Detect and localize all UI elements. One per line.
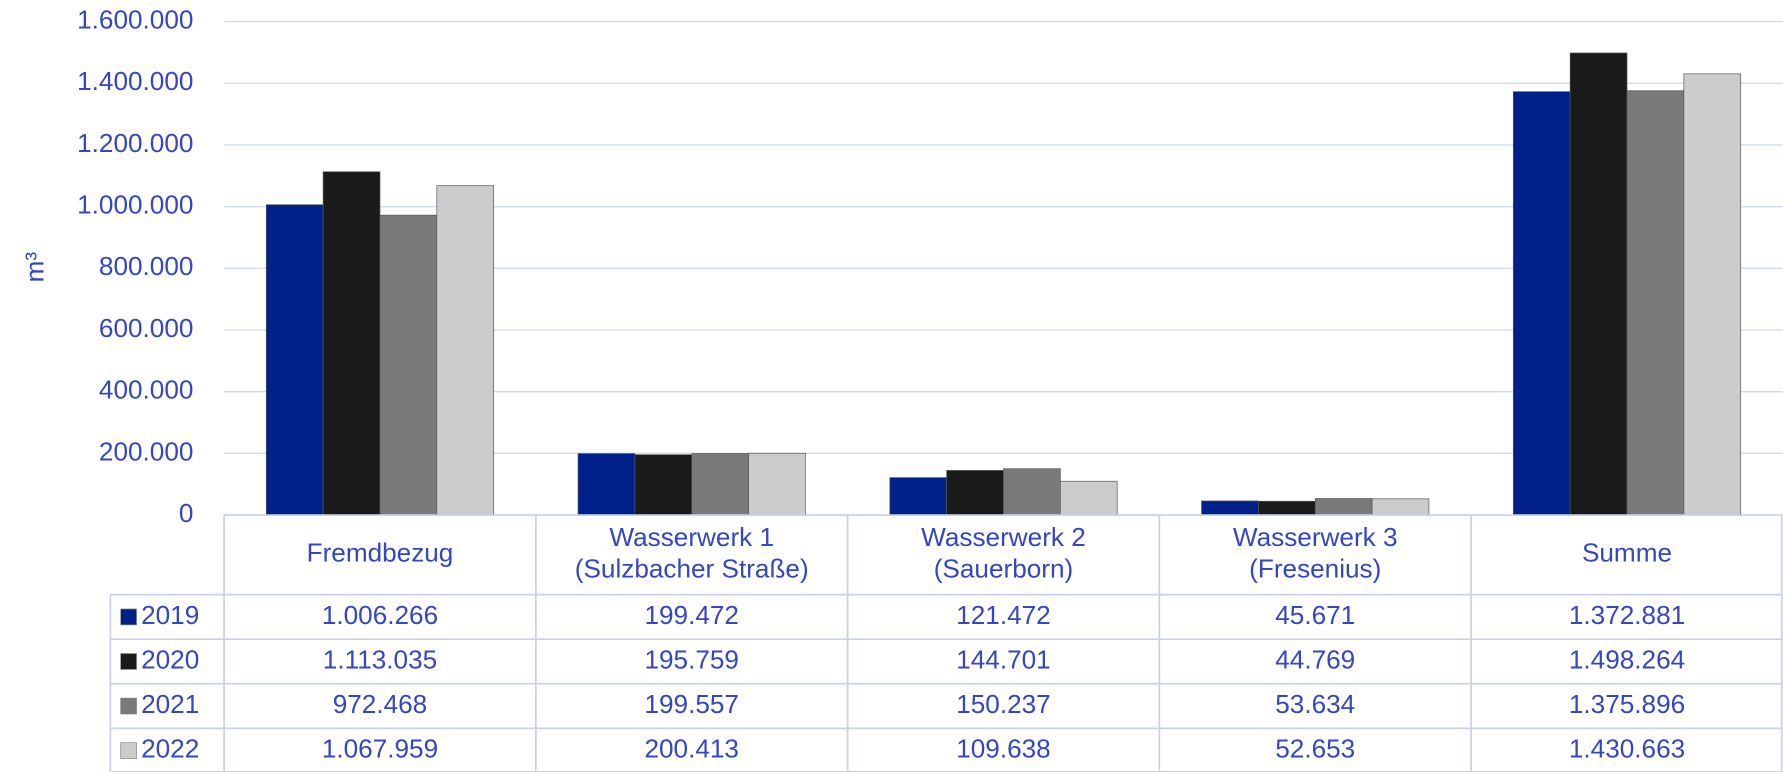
table-value: 52.653: [1275, 734, 1355, 764]
table-value: 121.472: [956, 600, 1051, 630]
y-tick-label: 1.200.000: [77, 128, 193, 158]
legend-swatch: [120, 697, 137, 715]
legend-swatch: [120, 653, 137, 670]
y-axis-label: m³: [19, 252, 49, 283]
bar: [1569, 52, 1628, 516]
x-tick-label: Summe: [1582, 538, 1672, 568]
table-value: 200.413: [644, 734, 738, 764]
bar: [1258, 500, 1316, 516]
table-value: 150.237: [956, 689, 1051, 719]
y-tick-label: 1.000.000: [77, 190, 193, 220]
bar: [634, 454, 693, 516]
bar: [265, 204, 324, 516]
y-tick-label: 200.000: [99, 436, 194, 466]
y-tick-label: 800.000: [99, 251, 194, 281]
y-tick-label: 600.000: [99, 313, 194, 343]
table-value: 199.557: [644, 689, 738, 719]
bar: [748, 452, 806, 516]
bar: [322, 171, 381, 516]
table-value: 1.006.266: [322, 600, 438, 630]
table-value: 1.067.959: [322, 734, 438, 764]
y-tick-label: 1.400.000: [77, 66, 193, 96]
bar: [1201, 500, 1259, 516]
table-value: 53.634: [1275, 689, 1355, 719]
bar: [946, 470, 1004, 516]
table-value: 972.468: [333, 689, 428, 719]
table-value: 1.430.663: [1569, 734, 1685, 764]
bar: [1626, 90, 1685, 516]
x-tick-label: Fremdbezug: [307, 538, 454, 568]
bar: [577, 453, 636, 516]
x-tick-label: Wasserwerk 2 (Sauerborn): [921, 522, 1086, 583]
y-tick-label: 1.600.000: [77, 5, 193, 35]
y-tick-label: 400.000: [99, 375, 194, 405]
bar: [1512, 91, 1571, 516]
legend-swatch: [120, 608, 137, 626]
y-tick-label: 0: [179, 498, 194, 528]
legend-swatch: [120, 742, 137, 759]
table-value: 144.701: [956, 644, 1051, 674]
table-value: 1.375.896: [1569, 689, 1685, 719]
x-tick-label: Wasserwerk 1 (Sulzbacher Straße): [575, 522, 809, 583]
bar: [379, 214, 438, 516]
table-value: 1.498.264: [1569, 644, 1685, 674]
bar: [436, 185, 495, 516]
bar: [1059, 480, 1118, 516]
table-value: 1.113.035: [323, 644, 437, 674]
legend-label: 2020: [141, 644, 199, 674]
bar: [1314, 498, 1373, 516]
table-value: 195.759: [644, 644, 738, 674]
legend-label: 2022: [141, 734, 199, 764]
table-value: 45.671: [1275, 600, 1355, 630]
bar: [1003, 468, 1061, 516]
legend-label: 2019: [141, 600, 199, 630]
legend-label: 2021: [141, 689, 199, 719]
x-tick-label: Wasserwerk 3 (Fresenius): [1233, 522, 1398, 583]
bar: [1683, 73, 1742, 516]
table-value: 44.769: [1275, 644, 1355, 674]
bar: [691, 453, 749, 516]
bar: [889, 477, 947, 516]
table-value: 1.372.881: [1569, 600, 1685, 630]
bar: [1371, 498, 1430, 516]
table-value: 199.472: [644, 600, 738, 630]
table-value: 109.638: [956, 734, 1051, 764]
